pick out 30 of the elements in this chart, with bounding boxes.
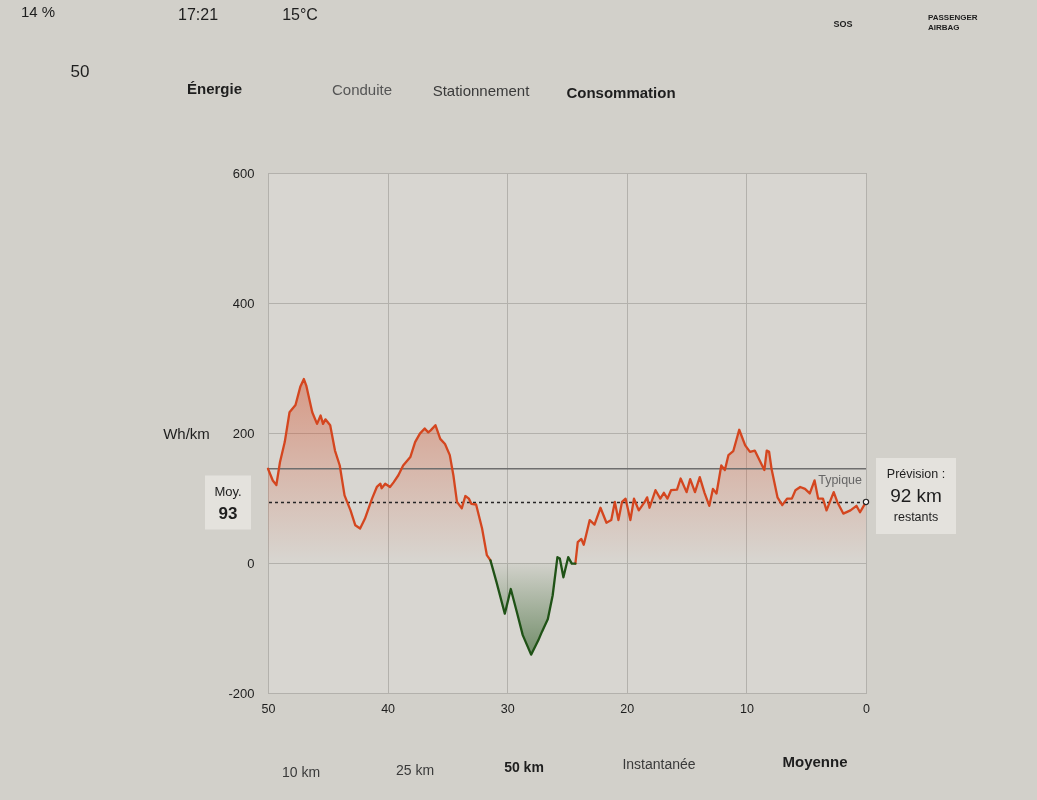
text: SOS [833,19,853,29]
y-tick-label: 200 [232,425,255,441]
x-tick-label: 40 [381,701,396,716]
y-axis-title: Wh/km [163,424,210,442]
text: Consommation [566,84,676,101]
annotation: Prévision : 92 km restants [886,466,946,524]
text: 10 km [281,764,321,780]
y-tick-label: -200 [228,685,255,701]
text: 17:21 [177,6,219,23]
ref-line-label: Moy. 93 [214,483,242,523]
text: 50 km [504,759,544,775]
text: Instantanée [622,756,696,772]
x-tick-label: 10 [739,701,754,716]
y-tick-label: 0 [247,555,255,571]
text: Conduite [331,81,393,98]
text: 25 km [395,762,435,778]
text: 50 [70,62,90,81]
text: Moyenne [782,753,848,770]
ref-line-label: Typique [818,472,863,487]
text: Stationnement [432,82,531,99]
text: 15°C [282,6,318,23]
y-tick-label: 600 [232,165,255,181]
text: 14 % [20,3,56,20]
x-tick-label: 20 [620,701,635,716]
x-tick-label: 30 [500,701,515,716]
x-tick-label: 50 [261,701,276,716]
chart-title: Énergie [187,80,243,97]
x-tick-label: 0 [863,701,871,716]
y-tick-label: 400 [232,295,255,311]
text: PASSENGER AIRBAG [928,13,978,32]
